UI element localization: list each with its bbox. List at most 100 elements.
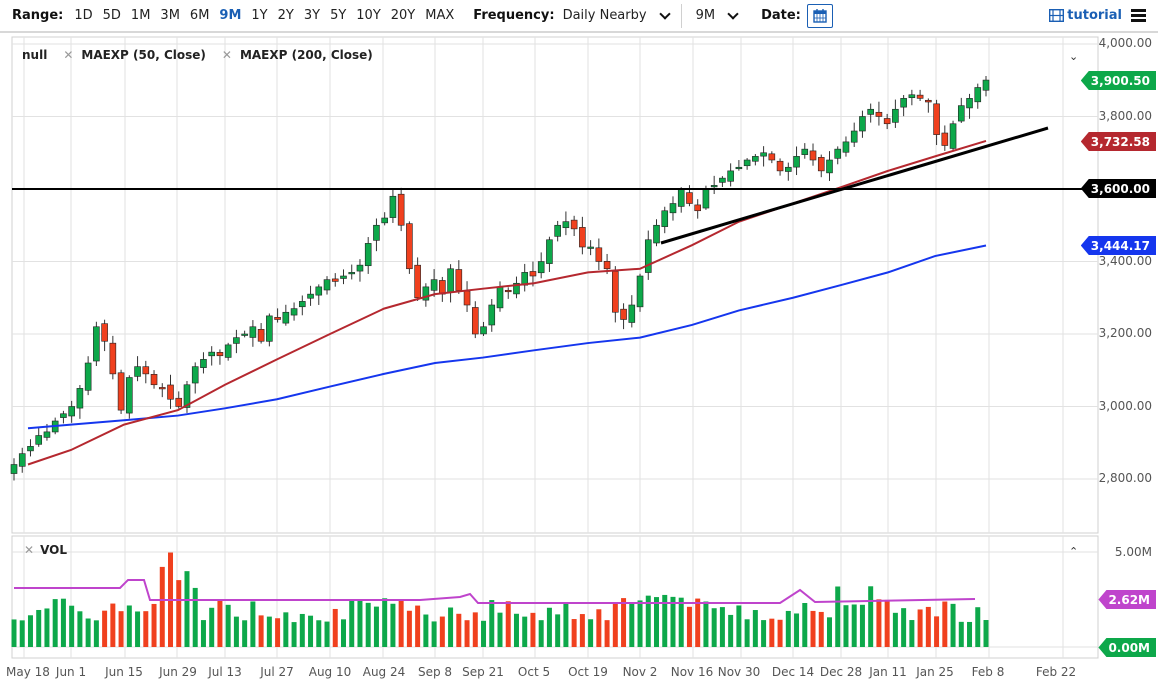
volume-bar-up [184,571,190,647]
volume-bar-up [266,616,272,647]
candle-up [892,108,899,123]
candle-down [257,329,265,342]
x-tick-label: Feb 8 [971,665,1005,679]
volume-bar-up [340,619,346,647]
candle-up [224,344,232,358]
candle-up [710,185,718,188]
range-label: Range: [12,8,64,23]
candle-down [504,289,512,293]
range-1y[interactable]: 1Y [251,8,268,23]
divider [680,3,682,28]
range-20y[interactable]: 20Y [390,8,416,23]
range-2y[interactable]: 2Y [277,8,294,23]
volume-bar-up [192,587,198,647]
range-max[interactable]: MAX [425,8,455,23]
candle-up [743,159,751,167]
tutorial-link[interactable]: tutorial [1049,8,1122,23]
volume-bar-up [901,608,907,647]
volume-bar-up [135,611,141,647]
candle-up [389,195,397,218]
date-label: Date: [761,8,801,23]
candle-up [84,362,92,391]
period-select[interactable]: 9M [696,7,739,23]
range-1d[interactable]: 1D [74,8,93,23]
collapse-price-panel-icon[interactable]: ⌄ [1069,50,1079,63]
candle-up [447,268,454,293]
remove-ma50-icon[interactable]: ✕ [63,48,74,62]
candle-down [142,366,150,375]
series-label: null [22,48,48,62]
candle-up [348,272,356,275]
range-10y[interactable]: 10Y [356,8,381,23]
candle-up [587,246,594,249]
candle-up [554,224,561,237]
volume-bar-up [69,605,75,647]
x-tick-label: Dec 14 [771,665,815,679]
candle-down [529,271,537,277]
trendline [660,126,1049,245]
volume-bar-up [736,605,742,647]
candle-down [883,118,891,125]
volume-bar-up [835,586,841,647]
volume-bar-up [958,621,964,647]
range-9m[interactable]: 9M [219,8,242,23]
tutorial-label: tutorial [1067,8,1122,23]
price-chart[interactable] [0,35,1158,690]
candle-down [941,132,949,146]
volume-bar-down [505,601,511,647]
volume-bar-down [876,599,882,647]
candle-up [290,308,298,316]
candle-up [669,203,677,214]
candle-down [216,352,224,357]
chevron-down-icon [727,7,739,20]
volume-bar-up [200,620,206,647]
hamburger-menu-icon[interactable] [1131,9,1146,22]
candle-up [850,130,858,143]
remove-volume-icon[interactable]: ✕ [24,543,35,557]
remove-ma200-icon[interactable]: ✕ [221,48,232,62]
range-6m[interactable]: 6M [189,8,210,23]
volume-bar-up [662,594,668,647]
candle-up [546,239,553,264]
candle-down [331,278,339,282]
candle-up [266,315,273,342]
range-3m[interactable]: 3M [160,8,180,23]
range-1m[interactable]: 1M [130,8,151,23]
volume-bar-up [719,607,725,647]
candle-down [603,261,611,270]
candle-up [537,261,545,274]
frequency-select[interactable]: Daily Nearby [562,7,671,23]
candle-up [422,286,430,301]
volume-bar-up [983,620,989,647]
volume-bar-up [52,599,58,647]
range-5d[interactable]: 5D [102,8,121,23]
volume-bar-up [859,604,865,647]
calendar-button[interactable] [806,3,833,28]
candle-down [117,372,125,411]
candle-down [579,227,586,248]
volume-bar-up [546,607,552,647]
volume-bar-up [538,620,544,647]
calendar-icon [813,8,827,23]
volume-last-tag: 0.00M [1098,638,1156,657]
volume-bar-down [695,598,701,647]
volume-panel-frame [11,535,1099,659]
frequency-value: Daily Nearby [562,8,647,23]
candle-up [126,377,133,414]
x-tick-label: May 18 [6,665,50,679]
candle-up [801,148,809,155]
volume-bar-up [233,616,239,647]
expand-volume-panel-icon[interactable]: ⌃ [1069,545,1079,558]
volume-bar-down [596,609,602,647]
x-tick-label: Jun 29 [159,665,197,679]
candle-up [315,286,323,296]
range-5y[interactable]: 5Y [330,8,347,23]
candle-up [752,156,759,162]
volume-bar-up [703,601,709,647]
candle-up [661,210,669,227]
volume-bar-up [489,600,495,647]
candle-down [809,150,817,161]
volume-bar-up [588,619,594,647]
range-3y[interactable]: 3Y [303,8,321,23]
candle-down [463,290,471,306]
